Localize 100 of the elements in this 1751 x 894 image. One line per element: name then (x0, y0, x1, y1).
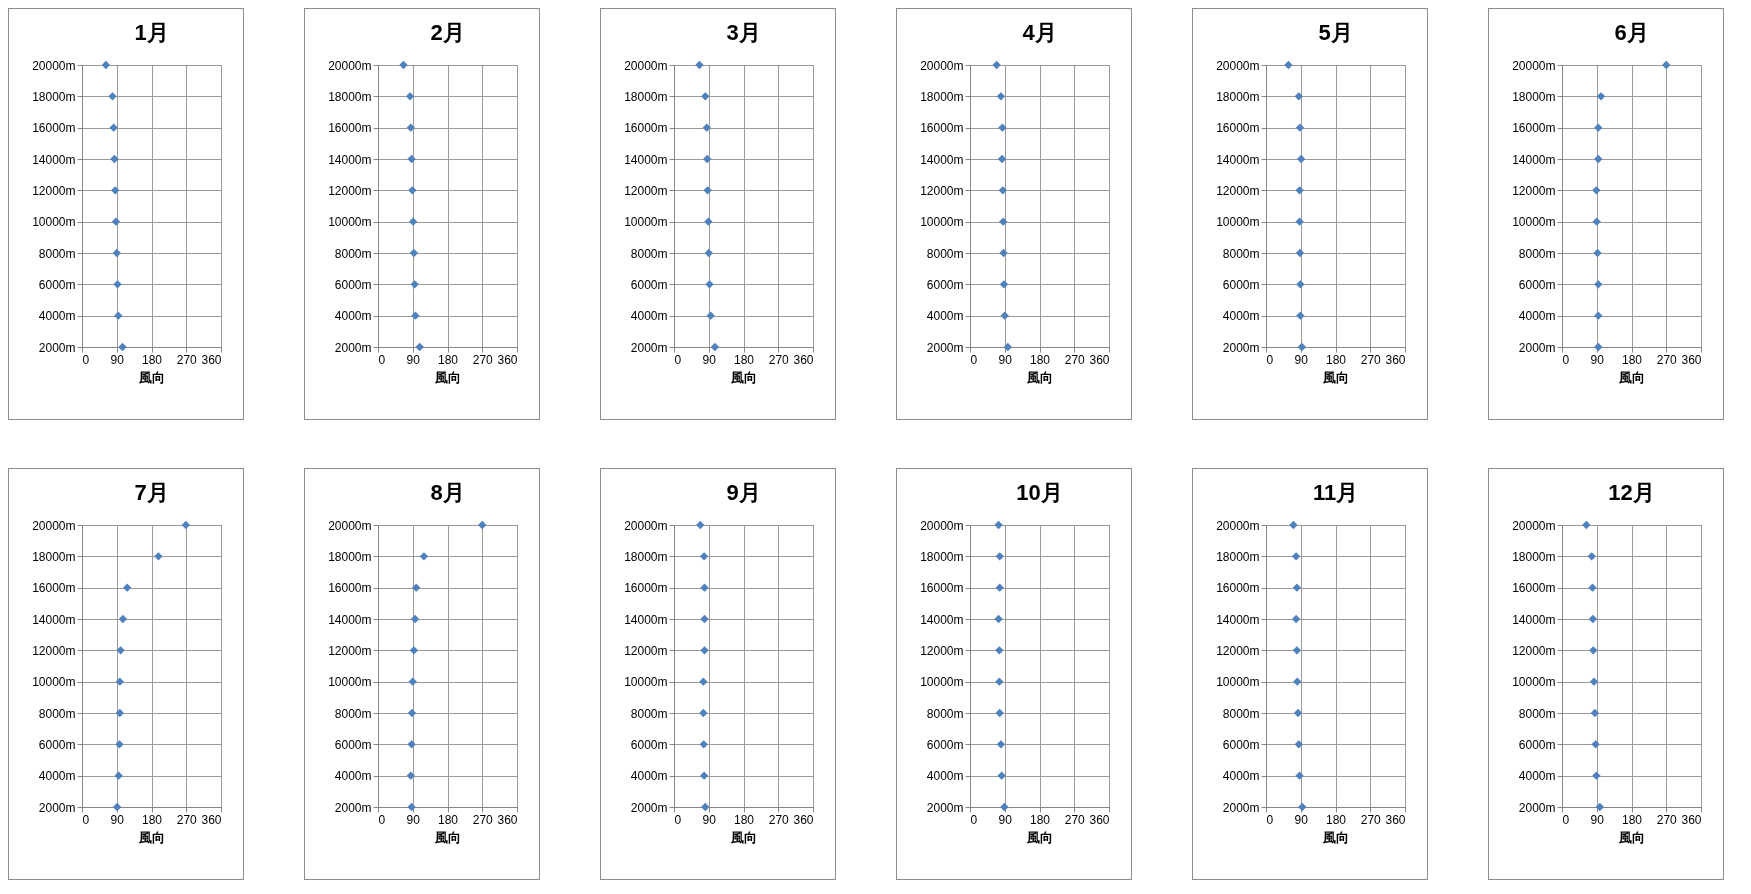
point (1293, 708, 1302, 718)
point (699, 646, 709, 655)
y-tick-label: 2000m (1518, 800, 1555, 815)
x-tick-label: 360 (792, 812, 814, 827)
x-tick-label: 0 (970, 352, 977, 367)
point (118, 614, 127, 624)
y-tick-label: 2000m (926, 340, 963, 355)
point (1590, 740, 1600, 749)
y-tick-label: 18000m (1511, 89, 1555, 104)
y-tick-label: 12000m (327, 643, 371, 658)
x-tick-label: 180 (733, 352, 754, 367)
y-tick-label: 14000m (623, 152, 667, 167)
x-tick-label: 90 (110, 812, 124, 827)
y-tick-label: 2000m (630, 800, 667, 815)
x-tick-label: 90 (998, 352, 1012, 367)
point (1587, 552, 1596, 561)
y-tick-label: 4000m (38, 769, 75, 784)
point (996, 740, 1005, 749)
x-tick-label: 270 (472, 812, 493, 827)
x-tick-label: 360 (200, 352, 222, 367)
y-tick-label: 16000m (327, 121, 371, 136)
y-tick-label: 10000m (327, 215, 371, 230)
chart-title: 12月 (1607, 480, 1655, 505)
x-tick-label: 90 (1294, 812, 1308, 827)
x-tick-label: 180 (1029, 812, 1050, 827)
point (994, 677, 1004, 686)
x-tick-label: 360 (1680, 352, 1702, 367)
point (113, 311, 122, 320)
point (408, 217, 417, 226)
point (109, 154, 119, 164)
y-tick-label: 4000m (1518, 309, 1555, 324)
point (406, 802, 416, 812)
point (1294, 217, 1304, 226)
x-tick-label: 270 (1656, 812, 1677, 827)
x-tick-label: 180 (1325, 812, 1346, 827)
point (1292, 646, 1301, 655)
x-tick-label: 0 (674, 352, 681, 367)
point (409, 248, 418, 258)
y-tick-label: 8000m (38, 246, 75, 261)
y-tick-label: 18000m (1215, 549, 1259, 564)
point (1295, 280, 1305, 289)
x-tick-label: 360 (1680, 812, 1702, 827)
y-tick-label: 18000m (919, 549, 963, 564)
point (1590, 708, 1599, 718)
point (407, 708, 416, 718)
chart-title: 6月 (1613, 20, 1649, 45)
y-tick-label: 6000m (926, 737, 963, 752)
point (1593, 154, 1602, 164)
y-tick-label: 8000m (334, 246, 371, 261)
point (710, 342, 719, 352)
point (1593, 342, 1602, 352)
point (1283, 60, 1293, 70)
point (1288, 520, 1298, 530)
x-tick-label: 0 (82, 812, 89, 827)
point (107, 92, 117, 101)
x-tick-label: 270 (768, 812, 789, 827)
y-tick-label: 8000m (1222, 706, 1259, 721)
x-axis-title: 風向 (1321, 829, 1349, 845)
x-tick-label: 270 (176, 812, 197, 827)
point (695, 520, 704, 530)
y-tick-label: 16000m (623, 581, 667, 596)
x-tick-label: 180 (141, 352, 162, 367)
y-tick-label: 20000m (919, 518, 963, 533)
y-tick-label: 20000m (919, 58, 963, 73)
point (407, 186, 417, 195)
point (703, 217, 713, 226)
point (1581, 520, 1591, 530)
point (1294, 771, 1304, 780)
point (411, 583, 420, 592)
x-tick-label: 270 (1064, 812, 1085, 827)
point (699, 583, 709, 592)
point (996, 92, 1005, 101)
y-tick-label: 2000m (334, 800, 371, 815)
y-tick-label: 20000m (327, 58, 371, 73)
x-axis-title: 風向 (729, 369, 757, 385)
y-tick-label: 14000m (1511, 612, 1555, 627)
chart-title: 11月 (1312, 480, 1358, 505)
y-tick-label: 12000m (1215, 183, 1259, 198)
x-tick-label: 90 (406, 352, 420, 367)
y-tick-label: 12000m (1511, 643, 1555, 658)
point (1294, 92, 1303, 101)
y-tick-label: 16000m (1511, 121, 1555, 136)
y-tick-label: 2000m (1222, 800, 1259, 815)
y-tick-label: 16000m (327, 581, 371, 596)
x-tick-label: 0 (378, 812, 385, 827)
y-tick-label: 20000m (31, 58, 75, 73)
point (994, 646, 1004, 655)
y-tick-label: 8000m (1222, 246, 1259, 261)
point (1295, 248, 1304, 258)
point (1595, 802, 1604, 812)
x-tick-label: 90 (1590, 352, 1604, 367)
point (699, 740, 708, 749)
point (409, 646, 418, 655)
y-tick-label: 10000m (327, 675, 371, 690)
x-tick-label: 90 (1294, 352, 1308, 367)
x-tick-label: 270 (176, 352, 197, 367)
y-tick-label: 6000m (630, 277, 667, 292)
point (1588, 614, 1597, 624)
y-tick-label: 2000m (38, 340, 75, 355)
point (111, 217, 120, 226)
